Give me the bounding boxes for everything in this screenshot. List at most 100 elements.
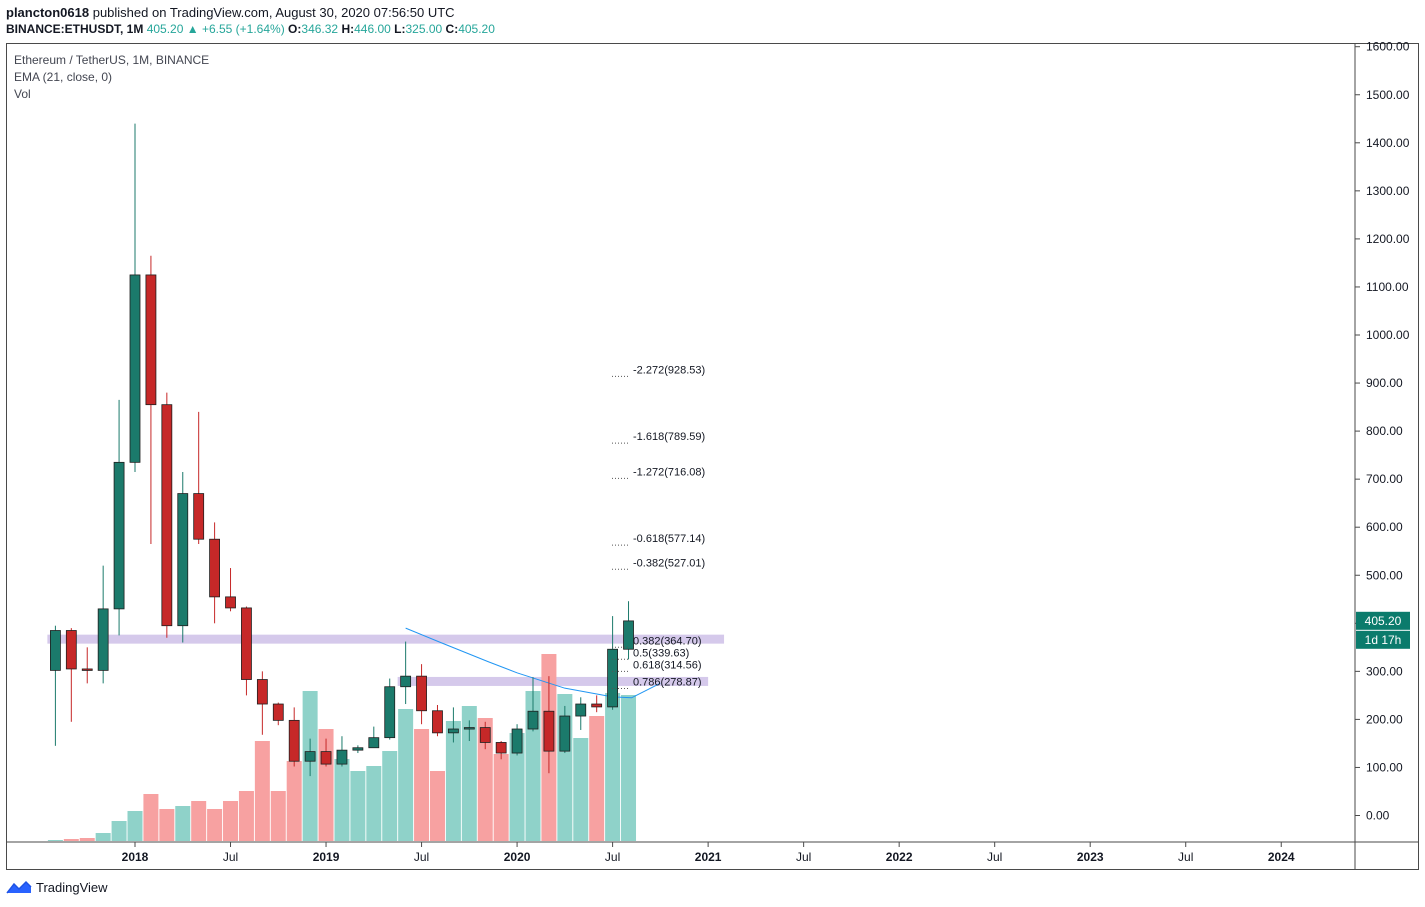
volume-bar — [429, 771, 445, 841]
volume-bar — [493, 754, 509, 841]
volume-bar — [461, 706, 477, 841]
price-tick-label: 100.00 — [1366, 760, 1403, 774]
candle-body — [145, 274, 157, 406]
time-tick-label: 2024 — [1268, 850, 1295, 864]
price-tick-label: 700.00 — [1366, 472, 1403, 486]
time-tick-label: 2023 — [1077, 850, 1104, 864]
fib-level-label: -0.382(527.01) — [633, 557, 705, 569]
volume-bar — [621, 695, 637, 841]
symbol-label: BINANCE:ETHUSDT, 1M — [6, 22, 144, 36]
last-price: 405.20 — [146, 22, 184, 36]
last-price-badge-text: 405.20 — [1365, 614, 1402, 628]
close-label: C: — [445, 22, 459, 36]
volume-bar — [414, 729, 430, 841]
volume-bar — [334, 759, 350, 841]
price-tick-label: 1600.00 — [1366, 40, 1410, 54]
candle-body — [352, 747, 364, 751]
price-tick-label: 800.00 — [1366, 424, 1403, 438]
candle-body — [304, 751, 316, 762]
high-label: H: — [341, 22, 355, 36]
ema-line — [405, 627, 661, 699]
open-label: O: — [288, 22, 302, 36]
time-tick-label: 2019 — [313, 850, 340, 864]
candle-body — [400, 675, 412, 688]
volume-bar — [382, 751, 398, 841]
candle-body — [543, 710, 555, 752]
high-value: 446.00 — [354, 22, 391, 36]
price-tick-label: 1400.00 — [1366, 136, 1410, 150]
volume-bar — [254, 741, 270, 841]
candle-body — [623, 620, 634, 650]
candle-body — [527, 710, 539, 730]
candle-body — [129, 274, 141, 463]
volume-bar — [223, 801, 239, 841]
price-tick-label: 900.00 — [1366, 376, 1403, 390]
candle-body — [479, 727, 491, 743]
fib-level-label: -2.272(928.53) — [633, 364, 705, 376]
countdown-badge — [1356, 630, 1410, 649]
candle-body — [575, 703, 587, 717]
tradingview-footer[interactable]: TradingView — [6, 879, 108, 895]
volume-bar — [207, 809, 223, 841]
publish-date: published on TradingView.com, August 30,… — [92, 5, 455, 20]
ohlc-header: BINANCE:ETHUSDT, 1M 405.20 ▲ +6.55 (+1.6… — [6, 22, 495, 36]
candle-body — [463, 727, 475, 730]
candle-body — [209, 538, 221, 598]
up-arrow-icon: ▲ — [186, 22, 199, 36]
price-tick-label: 600.00 — [1366, 520, 1403, 534]
volume-bar — [398, 709, 414, 841]
time-tick-label: Jul — [1178, 850, 1193, 864]
candle-body — [416, 675, 427, 712]
fib-level-label: -0.618(577.14) — [633, 533, 705, 545]
volume-bar — [95, 833, 111, 841]
volume-legend[interactable]: Vol — [14, 87, 31, 101]
time-tick-label: Jul — [605, 850, 620, 864]
ema-legend[interactable]: EMA (21, close, 0) — [14, 70, 113, 84]
volume-bar — [286, 761, 302, 841]
price-tick-label: 0.00 — [1366, 809, 1390, 823]
volume-bar — [477, 718, 493, 841]
candle-body — [320, 751, 332, 765]
volume-bar — [47, 840, 63, 841]
volume-bar — [127, 811, 143, 841]
candle-body — [447, 728, 459, 734]
chart-frame[interactable] — [6, 43, 1419, 870]
price-tick-label: 1500.00 — [1366, 88, 1410, 102]
candle-body — [511, 728, 523, 754]
low-label: L: — [394, 22, 406, 36]
volume-bar — [605, 693, 621, 841]
price-tick-label: 1300.00 — [1366, 184, 1410, 198]
candle-body — [65, 630, 77, 670]
candle-body — [177, 493, 189, 627]
price-tick-label: 1000.00 — [1366, 328, 1410, 342]
candle-body — [97, 608, 109, 671]
fib-level-label: -1.272(716.08) — [633, 466, 705, 478]
candle-body — [384, 686, 396, 739]
candle-body — [50, 630, 61, 671]
brand-name: TradingView — [36, 879, 108, 895]
price-tick-label: 500.00 — [1366, 568, 1403, 582]
open-value: 346.32 — [301, 22, 339, 36]
volume-bar — [111, 821, 127, 841]
resistance-zone — [47, 634, 725, 644]
close-value: 405.20 — [458, 22, 495, 36]
candle-body — [225, 596, 236, 609]
chart-legend-title[interactable]: Ethereum / TetherUS, 1M, BINANCE — [14, 53, 210, 67]
candle-body — [607, 648, 618, 708]
candle-body — [272, 703, 284, 721]
volume-bar — [445, 721, 461, 841]
time-tick-label: Jul — [796, 850, 811, 864]
candle-body — [591, 703, 603, 708]
volume-bar — [509, 733, 525, 841]
candle-body — [368, 737, 380, 749]
fib-level-label: -1.618(789.59) — [633, 431, 705, 443]
volume-bar — [191, 801, 207, 841]
volume-bar — [366, 766, 382, 841]
time-tick-label: Jul — [987, 850, 1002, 864]
fib-level-label: 0.618(314.56) — [633, 659, 702, 671]
candle-body — [241, 607, 252, 680]
candle-body — [256, 679, 268, 705]
volume-bar — [238, 791, 254, 841]
author-name[interactable]: plancton0618 — [6, 5, 90, 20]
